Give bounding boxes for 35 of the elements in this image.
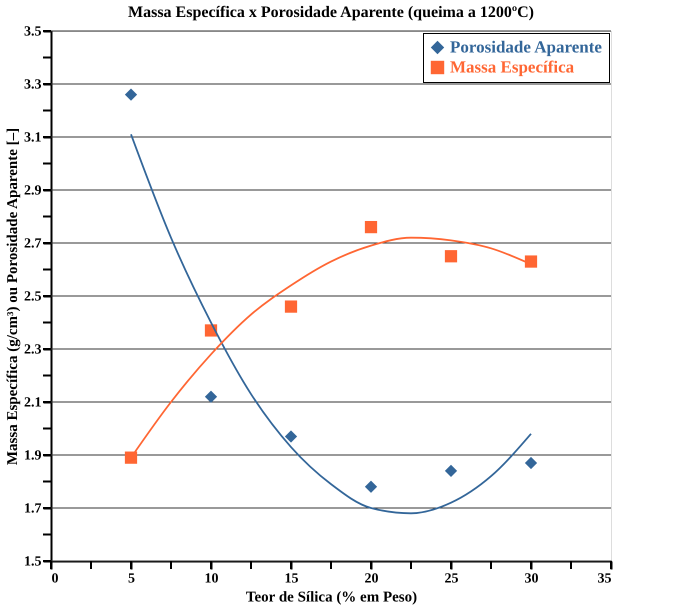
y-tick-label: 3.1 — [24, 130, 42, 146]
point — [524, 456, 538, 470]
y-tick-label: 1.7 — [24, 502, 42, 516]
y-axis-title: Massa Específica (g/cm³) ou Porosidade Aparente [–] — [5, 128, 21, 466]
point — [284, 300, 298, 313]
y-tick-label: 2.1 — [24, 396, 42, 410]
x-tick-label: 15 — [284, 572, 298, 586]
legend-label: Porosidade Aparente — [450, 38, 602, 56]
legend-label: Massa Específica — [450, 58, 575, 76]
x-axis-title: Teor de Sílica (% em Peso) — [246, 590, 418, 606]
y-tick-label: 2.5 — [24, 290, 42, 304]
y-tick-label: 3.5 — [24, 24, 42, 40]
line-series — [130, 133, 532, 514]
point — [284, 430, 298, 443]
point — [204, 390, 218, 403]
point — [124, 452, 138, 464]
point — [124, 88, 138, 101]
point — [444, 250, 458, 262]
y-tick-label: 3.3 — [24, 78, 42, 92]
y-tick-label: 2.9 — [24, 184, 42, 198]
x-tick-label: 5 — [128, 572, 135, 586]
x-tick-label: 0 — [52, 572, 58, 586]
y-tick-label: 2.7 — [24, 236, 42, 252]
point — [364, 220, 378, 234]
x-tick-label: 35 — [598, 572, 612, 586]
y-tick-label: 1.9 — [24, 448, 42, 464]
y-tick-label: 1.5 — [24, 554, 42, 570]
point — [364, 480, 378, 493]
x-tick-label: 10 — [204, 572, 218, 586]
point — [444, 464, 458, 478]
chart-title: Massa Específica x Porosidade Aparente (queima a 1200ºC) — [128, 4, 534, 21]
x-tick-label: 25 — [444, 572, 458, 586]
x-tick-label: 30 — [524, 572, 538, 586]
x-tick-label: 20 — [364, 572, 378, 586]
y-tick-label: 2.3 — [24, 342, 42, 358]
